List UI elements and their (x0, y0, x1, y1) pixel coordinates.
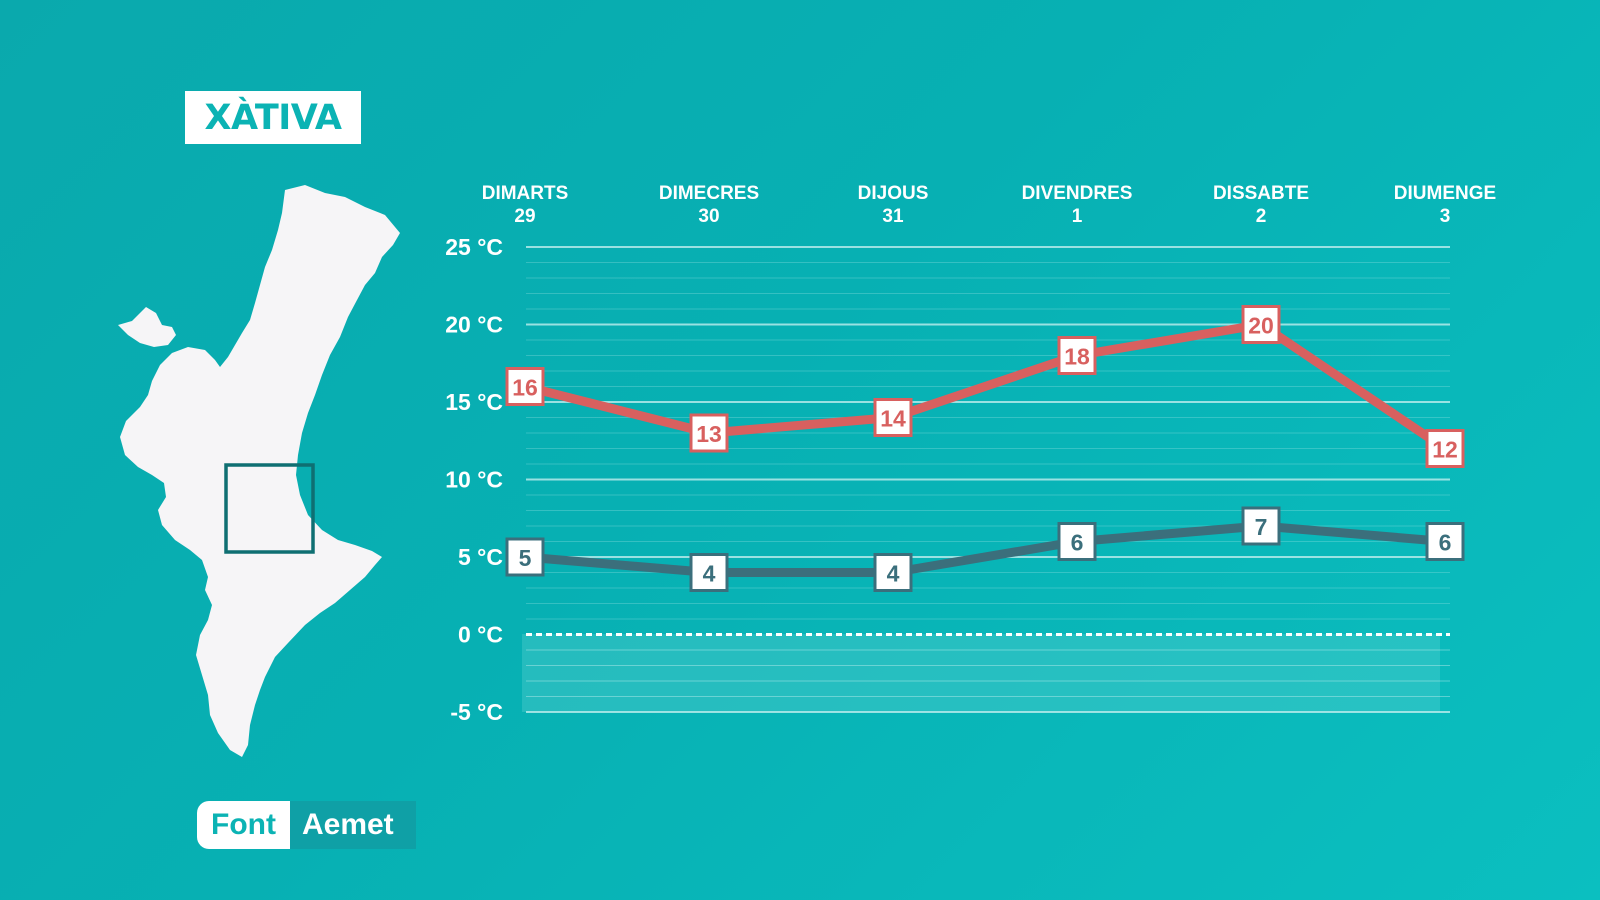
min-data-label: 6 (1071, 530, 1084, 556)
y-tick-label: -5 °C (450, 699, 503, 725)
min-data-point: 6 (1425, 522, 1465, 561)
max-data-label: 12 (1432, 437, 1458, 463)
max-data-point: 18 (1057, 336, 1097, 375)
day-date-label: 30 (698, 206, 719, 227)
min-data-point: 4 (689, 553, 729, 592)
min-data-point: 7 (1241, 506, 1281, 546)
series-layer: 16 13 14 18 20 12 5 4 4 6 7 6 (505, 305, 1465, 592)
y-tick-label: 15 °C (445, 389, 503, 415)
min-data-point: 4 (873, 553, 913, 592)
min-data-label: 4 (887, 561, 900, 587)
y-tick-label: 20 °C (445, 312, 503, 338)
min-data-point: 6 (1057, 522, 1097, 561)
map-landmass (120, 185, 400, 757)
location-title-box: XÀTIVA (185, 91, 361, 144)
max-data-label: 16 (512, 375, 538, 401)
day-date-label: 1 (1072, 206, 1083, 227)
min-point-box (689, 553, 729, 592)
max-data-point: 20 (1241, 305, 1281, 344)
min-point-box (505, 537, 545, 577)
source-value: Aemet (289, 801, 416, 849)
min-point-box (1057, 522, 1097, 561)
min-data-label: 5 (519, 545, 532, 571)
max-point-box (689, 413, 729, 453)
max-point-box (1241, 305, 1281, 344)
min-data-point: 5 (505, 537, 545, 577)
min-point-box (873, 553, 913, 592)
y-axis-ticks: 25 °C 20 °C 15 °C 10 °C 5 °C 0 °C -5 °C (445, 234, 503, 725)
max-data-point: 13 (689, 413, 729, 453)
max-series-line (520, 320, 1450, 453)
major-gridlines (526, 246, 1450, 713)
max-data-label: 20 (1248, 313, 1274, 339)
valencian-community-map-icon (118, 185, 400, 757)
day-name-label: DIVENDRES (1022, 183, 1133, 204)
map-enclave (118, 307, 176, 347)
max-data-point: 16 (505, 367, 545, 406)
region-map (110, 185, 400, 760)
y-tick-label: 10 °C (445, 467, 503, 493)
y-tick-label: 0 °C (458, 622, 503, 648)
minor-gridlines (526, 262, 1450, 697)
max-data-point: 14 (873, 398, 913, 437)
location-title: XÀTIVA (204, 97, 342, 138)
day-name-label: DISSABTE (1213, 183, 1309, 204)
min-point-box (1425, 522, 1465, 561)
min-data-label: 6 (1439, 530, 1452, 556)
below-zero-band (522, 634, 1440, 712)
y-tick-label: 5 °C (458, 544, 503, 570)
day-name-label: DIMARTS (482, 183, 569, 204)
day-name-label: DIJOUS (858, 183, 929, 204)
max-point-box (505, 367, 545, 406)
y-tick-label: 25 °C (445, 234, 503, 260)
day-date-label: 3 (1440, 206, 1451, 227)
day-name-label: DIUMENGE (1394, 183, 1496, 204)
max-data-point: 12 (1425, 429, 1465, 468)
max-point-box (873, 398, 913, 437)
max-data-label: 13 (696, 421, 722, 447)
min-point-box (1241, 506, 1281, 546)
day-date-label: 29 (514, 206, 535, 227)
region-highlight-box (224, 463, 315, 554)
day-name-label: DIMECRES (659, 183, 759, 204)
min-series-line (520, 521, 1450, 577)
day-date-label: 2 (1256, 206, 1267, 227)
max-data-label: 14 (880, 406, 906, 432)
max-point-box (1425, 429, 1465, 468)
min-data-label: 7 (1255, 514, 1268, 540)
source-badge: Font Aemet (197, 801, 416, 849)
max-data-label: 18 (1064, 344, 1090, 370)
day-date-label: 31 (882, 206, 904, 227)
source-label: Font (197, 801, 290, 849)
min-data-label: 4 (703, 561, 716, 587)
max-point-box (1057, 336, 1097, 375)
